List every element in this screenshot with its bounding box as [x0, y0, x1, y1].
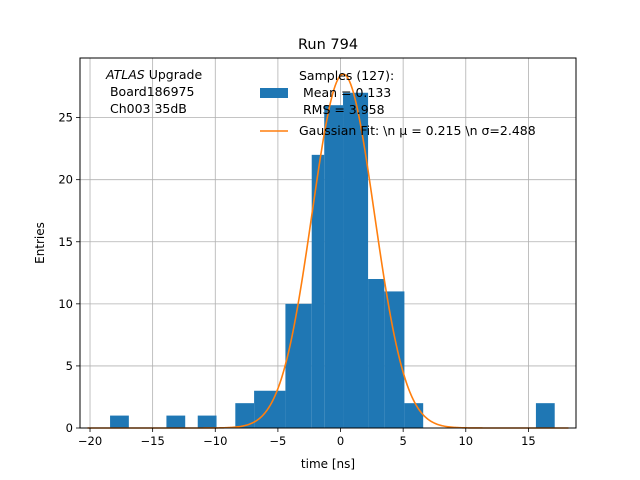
histogram-bar — [368, 279, 385, 428]
legend: Samples (127): Mean = 0.133 RMS = 3.958 … — [260, 68, 536, 138]
histogram-bar — [285, 303, 312, 428]
y-tick-label: 10 — [58, 297, 73, 311]
atlas-annotation: ATLAS Upgrade Board186975 Ch003 35dB — [105, 67, 202, 116]
histogram-bars — [110, 92, 555, 428]
legend-hist-line-1: Samples (127): — [299, 68, 394, 83]
legend-fit-label: Gaussian Fit: \n μ = 0.215 \n σ=2.488 — [299, 123, 536, 138]
y-tick-label: 5 — [66, 359, 73, 373]
histogram-bar — [404, 403, 424, 428]
legend-hist-line-3: RMS = 3.958 — [299, 102, 385, 117]
histogram-bar — [254, 390, 286, 428]
x-ticks: −20 −15 −10 −5 0 5 10 15 — [78, 428, 536, 448]
y-axis-label: Entries — [33, 222, 47, 264]
x-tick-label: −5 — [269, 434, 286, 448]
histogram-bar — [197, 415, 217, 428]
x-tick-label: −20 — [78, 434, 102, 448]
y-tick-label: 20 — [58, 173, 73, 187]
x-axis-label: time [ns] — [301, 457, 355, 471]
annotation-rest: Upgrade — [145, 67, 203, 82]
annotation-channel: Ch003 35dB — [106, 101, 187, 116]
legend-hist-line-2: Mean = 0.133 — [299, 85, 391, 100]
annotation-board: Board186975 — [106, 84, 194, 99]
x-tick-label: 10 — [458, 434, 473, 448]
y-tick-label: 25 — [58, 111, 73, 125]
histogram-bar — [166, 415, 186, 428]
x-tick-label: −10 — [203, 434, 227, 448]
histogram-bar — [384, 291, 405, 428]
y-ticks: 0 5 10 15 20 25 — [58, 111, 80, 435]
y-tick-label: 15 — [58, 235, 73, 249]
histogram-bar — [235, 403, 255, 428]
x-tick-label: 5 — [399, 434, 406, 448]
plot-frame — [79, 57, 577, 429]
y-tick-label: 0 — [66, 421, 73, 435]
annotation-italic: ATLAS — [105, 67, 145, 82]
x-tick-label: 15 — [521, 434, 536, 448]
histogram-bar — [324, 105, 344, 428]
chart-title: Run 794 — [298, 37, 358, 53]
histogram-bar — [311, 154, 325, 428]
x-tick-label: 0 — [337, 434, 344, 448]
svg-text:ATLAS Upgrade: ATLAS Upgrade — [105, 67, 202, 82]
histogram-bar — [535, 403, 555, 428]
histogram-bar — [110, 415, 129, 428]
legend-hist-swatch — [260, 88, 288, 98]
x-tick-label: −15 — [141, 434, 165, 448]
